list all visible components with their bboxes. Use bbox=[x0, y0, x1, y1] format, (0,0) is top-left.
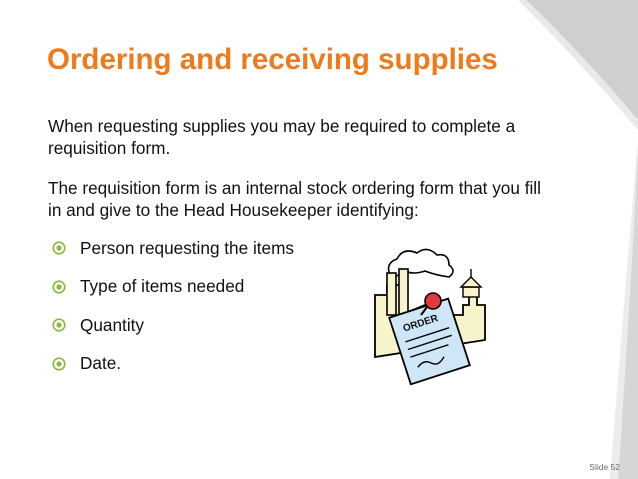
slide-title: Ordering and receiving supplies bbox=[47, 43, 498, 76]
circled-dot-icon bbox=[52, 356, 66, 371]
intro-paragraph: When requesting supplies you may be requ… bbox=[48, 116, 516, 158]
bullet-text: Type of items needed bbox=[80, 276, 245, 296]
bullet-text: Person requesting the items bbox=[80, 237, 295, 258]
slide-number: Slide 52 bbox=[589, 462, 620, 472]
bullet-list: Person requesting the items Type of item… bbox=[52, 238, 294, 392]
bullet-text: Quantity bbox=[80, 314, 145, 335]
factory-order-clipart: ORDER bbox=[374, 248, 486, 385]
circled-dot-icon bbox=[52, 279, 66, 294]
page-curl-decoration bbox=[518, 0, 638, 479]
circled-dot-icon bbox=[52, 318, 66, 332]
bullet-item-type: Type of items needed bbox=[52, 276, 294, 297]
bullet-item-person: Person requesting the items bbox=[52, 238, 294, 258]
bullet-item-quantity: Quantity bbox=[52, 315, 294, 335]
circled-dot-icon bbox=[52, 241, 66, 255]
bullet-item-date: Date. bbox=[52, 353, 294, 374]
bullet-text: Date. bbox=[80, 353, 122, 373]
requisition-paragraph: The requisition form is an internal stoc… bbox=[48, 178, 541, 220]
